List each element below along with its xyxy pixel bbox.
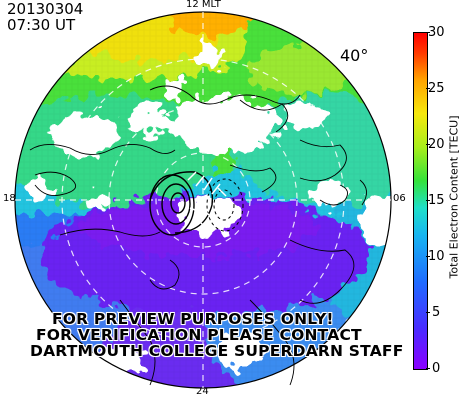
- mlt-label-left: 18: [3, 193, 16, 204]
- mlt-label-top: 12 MLT: [186, 0, 221, 10]
- colorbar-tick-30: 30: [428, 25, 445, 40]
- colorbar-tick-25: 25: [428, 81, 445, 96]
- watermark-line-3: DARTMOUTH COLLEGE SUPERDARN STAFF: [30, 342, 404, 360]
- potential-contours: [149, 171, 214, 236]
- colorbar-tick-15: 15: [428, 193, 445, 208]
- watermark-line-1: FOR PREVIEW PURPOSES ONLY!: [52, 310, 334, 328]
- latitude-label: 40°: [340, 46, 369, 65]
- colorbar-ticks: [426, 32, 430, 370]
- watermark-line-2: FOR VERIFICATION PLEASE CONTACT: [36, 326, 362, 344]
- coastlines: [29, 85, 367, 386]
- velocity-vectors: [187, 171, 227, 227]
- date-label: 20130304: [7, 0, 84, 18]
- colorbar-tick-10: 10: [428, 249, 445, 264]
- time-label: 07:30 UT: [7, 16, 76, 34]
- colorbar-tick-5: 5: [432, 305, 441, 320]
- colorbar: [413, 32, 428, 370]
- mlt-label-bottom: 24: [196, 386, 209, 397]
- latitude-grid: [15, 12, 391, 388]
- mlt-label-right: 06: [393, 193, 406, 204]
- colorbar-tick-20: 20: [428, 137, 445, 152]
- colorbar-tick-0: 0: [432, 361, 441, 376]
- colorbar-title: Total Electron Content [TECU]: [447, 115, 459, 279]
- potential-contours-dashed: [206, 178, 244, 232]
